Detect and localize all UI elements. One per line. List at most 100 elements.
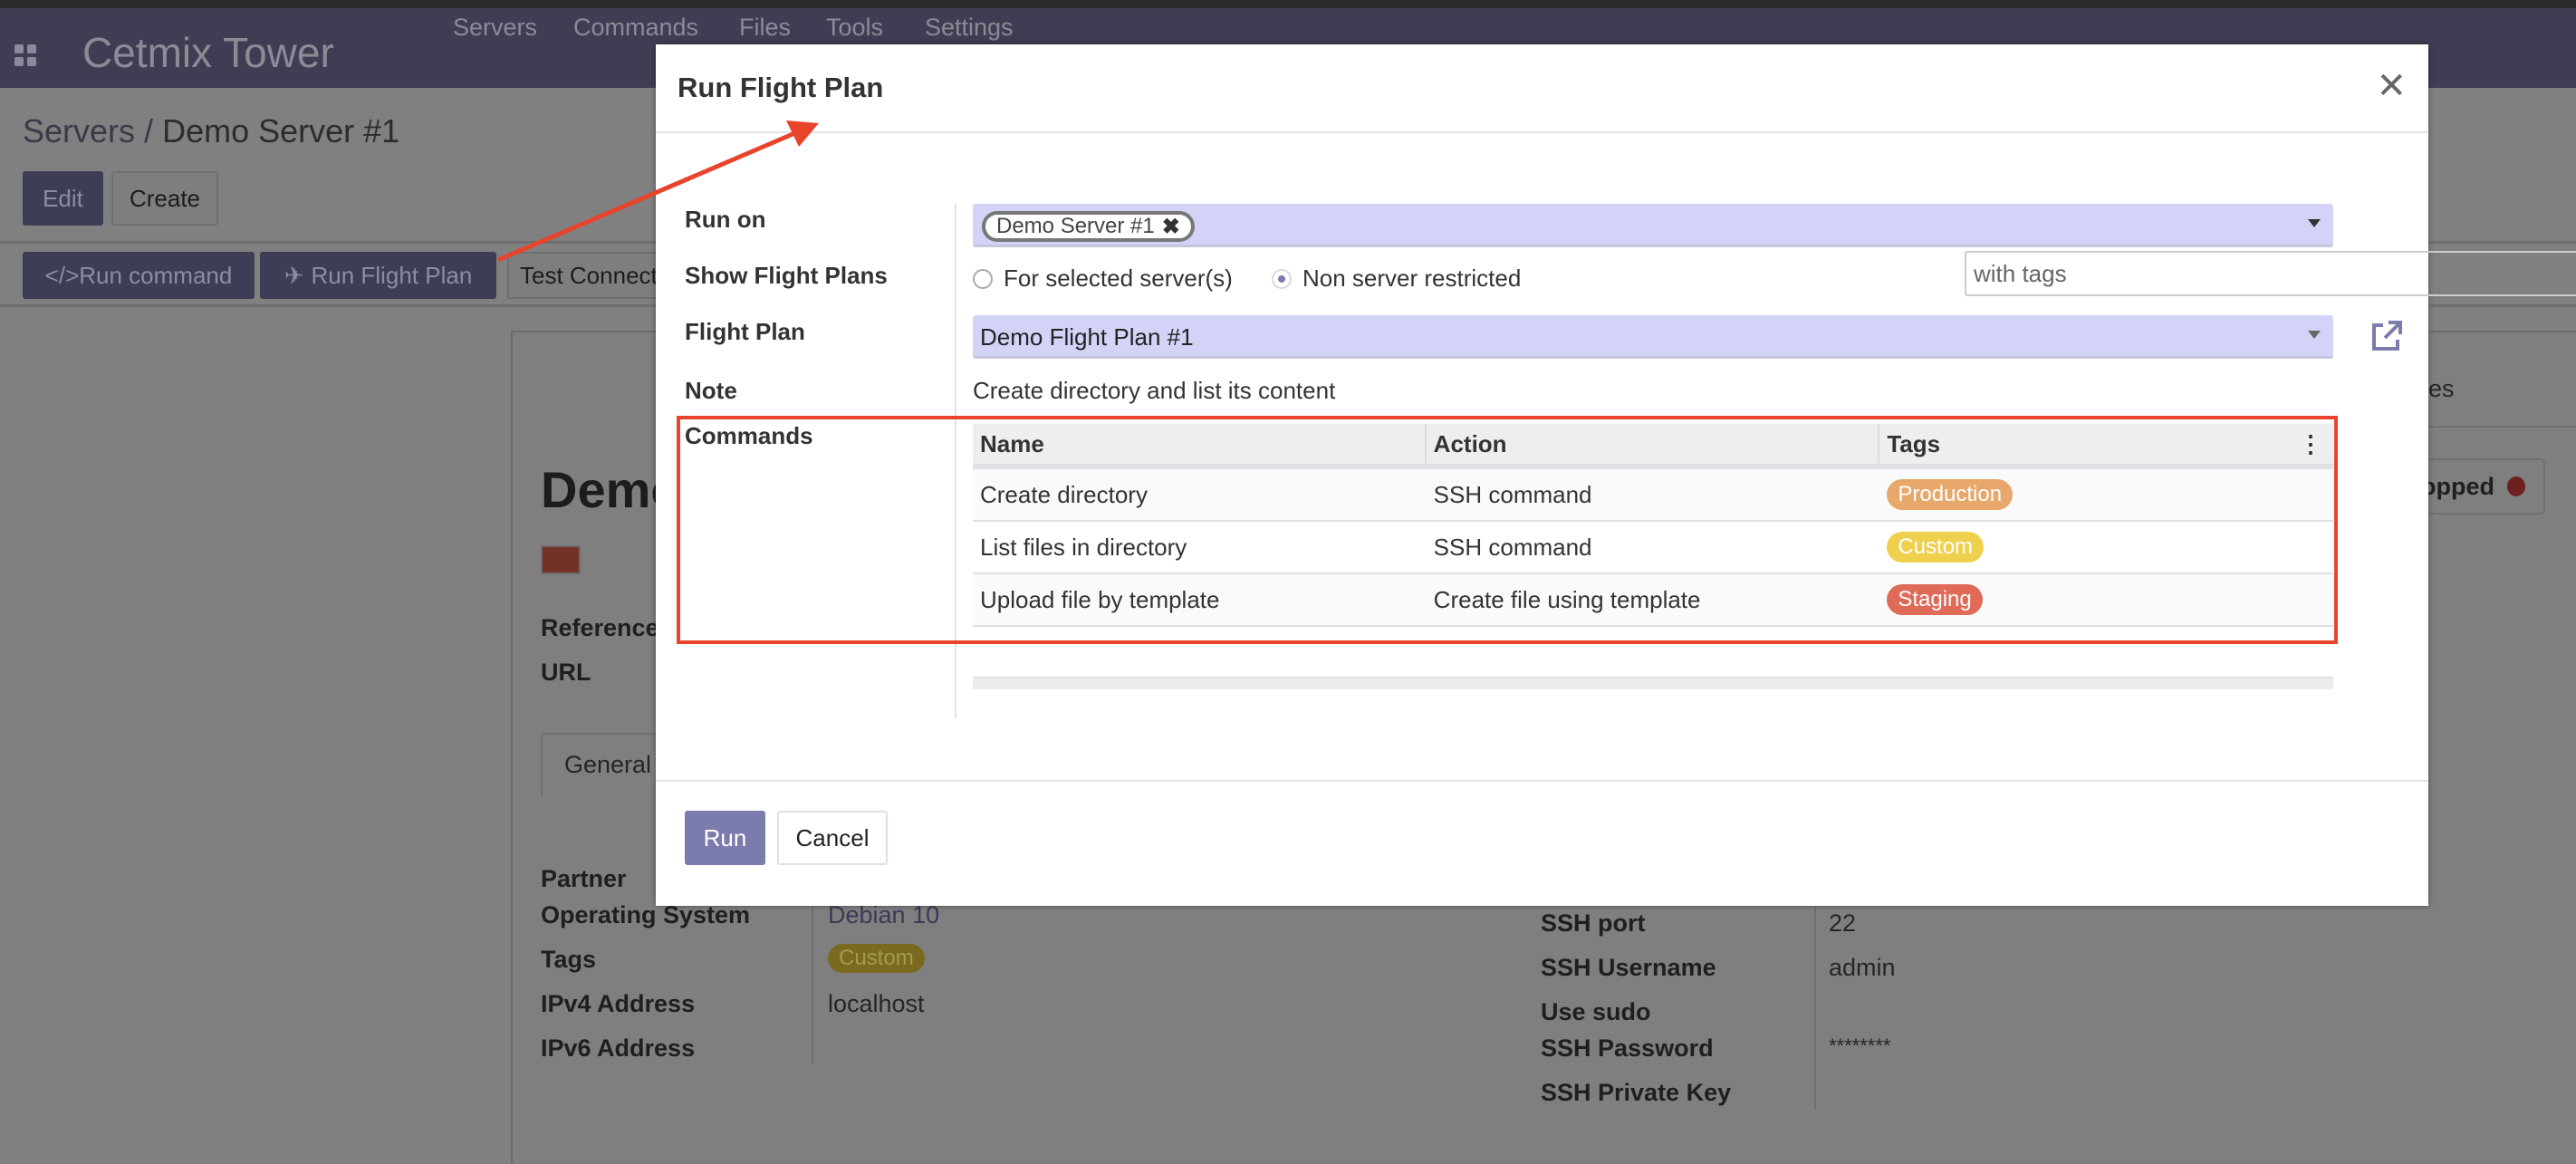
url-label: URL bbox=[541, 659, 591, 686]
ssh-private-key-label: SSH Private Key bbox=[1541, 1079, 1732, 1106]
commands-table: Name Action Tags ⋮ Create directory SSH c… bbox=[973, 424, 2333, 627]
commands-label: Commands bbox=[685, 422, 813, 449]
ssh-password-value: ******** bbox=[1829, 1034, 1891, 1057]
radio-selected-servers[interactable]: For selected server(s) bbox=[973, 265, 1233, 293]
tab-general[interactable]: General bbox=[541, 733, 677, 796]
ipv6-label: IPv6 Address bbox=[541, 1034, 696, 1062]
color-swatch bbox=[541, 545, 581, 574]
remove-tag-icon[interactable]: ✖ bbox=[1161, 214, 1180, 239]
window-top-strip bbox=[0, 0, 2576, 8]
external-link-icon[interactable] bbox=[2370, 320, 2403, 352]
nav-commands[interactable]: Commands bbox=[573, 14, 699, 41]
os-label: Operating System bbox=[541, 901, 751, 928]
column-action[interactable]: Action bbox=[1427, 424, 1880, 464]
table-row[interactable]: Upload file by template Create file usin… bbox=[973, 574, 2333, 627]
ssh-port-value: 22 bbox=[1829, 909, 1857, 937]
nav-tools[interactable]: Tools bbox=[826, 14, 884, 41]
command-tags: Production bbox=[1879, 469, 2333, 520]
flight-plan-field[interactable]: Demo Flight Plan #1 bbox=[973, 315, 2333, 359]
note-label: Note bbox=[685, 377, 737, 404]
note-value: Create directory and list its content bbox=[973, 377, 1336, 404]
radio-label: Non server restricted bbox=[1302, 265, 1522, 292]
show-flight-plans-label: Show Flight Plans bbox=[685, 262, 888, 289]
create-button[interactable]: Create bbox=[111, 171, 218, 226]
command-action: SSH command bbox=[1433, 480, 1592, 508]
field-separator bbox=[1814, 906, 1816, 1110]
table-header: Name Action Tags ⋮ bbox=[973, 424, 2333, 469]
ssh-password-label: SSH Password bbox=[1541, 1034, 1714, 1062]
dropdown-caret-icon[interactable] bbox=[2308, 331, 2321, 339]
command-name: Upload file by template bbox=[980, 585, 1220, 613]
tab-bar-line bbox=[2428, 426, 2576, 428]
tag-custom: Custom bbox=[1887, 532, 1985, 563]
command-name: Create directory bbox=[980, 480, 1148, 508]
radio-checked-icon bbox=[1272, 268, 1292, 289]
command-tags: Staging bbox=[1879, 574, 2333, 625]
app-title: Cetmix Tower bbox=[82, 29, 334, 76]
table-row[interactable]: List files in directory SSH command Cust… bbox=[973, 522, 2333, 574]
nav-servers[interactable]: Servers bbox=[453, 14, 538, 41]
radio-non-restricted[interactable]: Non server restricted bbox=[1272, 265, 1521, 293]
tab-partial[interactable]: es bbox=[2428, 375, 2455, 402]
edit-button[interactable]: Edit bbox=[23, 171, 103, 226]
tags-placeholder: with tags bbox=[1974, 260, 2067, 287]
ssh-username-label: SSH Username bbox=[1541, 954, 1716, 981]
apps-grid-icon[interactable] bbox=[14, 44, 36, 66]
table-row[interactable]: Create directory SSH command Production bbox=[973, 469, 2333, 522]
flight-plan-value: Demo Flight Plan #1 bbox=[980, 323, 1194, 351]
os-value[interactable]: Debian 10 bbox=[828, 901, 940, 928]
command-tags: Custom bbox=[1879, 522, 2333, 572]
status-dot-icon bbox=[2507, 476, 2525, 496]
run-flight-plan-button[interactable]: ✈ Run Flight Plan bbox=[260, 252, 496, 299]
ipv4-value: localhost bbox=[828, 990, 925, 1017]
flight-plan-label: Flight Plan bbox=[685, 318, 805, 345]
column-tags[interactable]: Tags ⋮ bbox=[1879, 424, 2333, 464]
breadcrumb-current: Demo Server #1 bbox=[162, 112, 400, 149]
dialog-title: Run Flight Plan bbox=[678, 72, 884, 103]
run-button[interactable]: Run bbox=[685, 811, 765, 865]
annotation-highlight-box bbox=[677, 416, 2338, 644]
server-tag-label: Demo Server #1 bbox=[996, 214, 1155, 238]
use-sudo-label: Use sudo bbox=[1541, 998, 1651, 1025]
tag-custom: Custom bbox=[828, 944, 925, 973]
tag-staging: Staging bbox=[1887, 584, 1983, 615]
table-footer bbox=[973, 677, 2333, 689]
ssh-username-value: admin bbox=[1829, 954, 1896, 981]
breadcrumb: Servers / Demo Server #1 bbox=[23, 112, 399, 150]
server-tag: Demo Server #1 ✖ bbox=[982, 211, 1195, 242]
breadcrumb-servers[interactable]: Servers bbox=[23, 112, 136, 149]
column-name[interactable]: Name bbox=[973, 424, 1427, 464]
radio-label: For selected server(s) bbox=[1004, 265, 1233, 292]
reference-label: Reference bbox=[541, 614, 659, 641]
field-separator bbox=[812, 870, 813, 1064]
command-action: Create file using template bbox=[1433, 585, 1701, 613]
nav-files[interactable]: Files bbox=[739, 14, 792, 41]
tags-filter-select[interactable]: with tags bbox=[1965, 251, 2576, 296]
plane-icon: ✈ bbox=[284, 261, 304, 289]
breadcrumb-separator: / bbox=[144, 112, 154, 149]
tags-label: Tags bbox=[541, 946, 597, 973]
show-flight-plans-options: For selected server(s) Non server restri… bbox=[973, 251, 2576, 296]
nav-settings[interactable]: Settings bbox=[925, 14, 1014, 41]
ssh-port-label: SSH port bbox=[1541, 909, 1646, 937]
run-on-label: Run on bbox=[685, 206, 766, 233]
run-command-button[interactable]: </> Run command bbox=[23, 252, 255, 299]
dropdown-caret-icon[interactable] bbox=[2308, 219, 2321, 227]
column-tags-label: Tags bbox=[1887, 429, 1941, 457]
footer-divider bbox=[656, 780, 2428, 782]
ipv4-label: IPv4 Address bbox=[541, 990, 696, 1017]
run-flight-plan-dialog: Run Flight Plan ✕ Run on Demo Server #1 ✖… bbox=[656, 44, 2576, 906]
run-on-field[interactable]: Demo Server #1 ✖ bbox=[973, 204, 2333, 247]
label-separator bbox=[955, 204, 956, 718]
run-command-label: Run command bbox=[79, 261, 233, 289]
command-action: SSH command bbox=[1433, 533, 1592, 561]
close-icon[interactable]: ✕ bbox=[2376, 66, 2407, 106]
code-icon: </> bbox=[44, 261, 80, 289]
run-flight-plan-label: Run Flight Plan bbox=[311, 261, 473, 289]
tag-production: Production bbox=[1887, 479, 2014, 510]
radio-unchecked-icon bbox=[973, 268, 993, 289]
column-options-icon[interactable]: ⋮ bbox=[2299, 429, 2323, 457]
command-name: List files in directory bbox=[980, 533, 1187, 561]
header-divider bbox=[656, 131, 2428, 133]
cancel-button[interactable]: Cancel bbox=[777, 811, 888, 865]
